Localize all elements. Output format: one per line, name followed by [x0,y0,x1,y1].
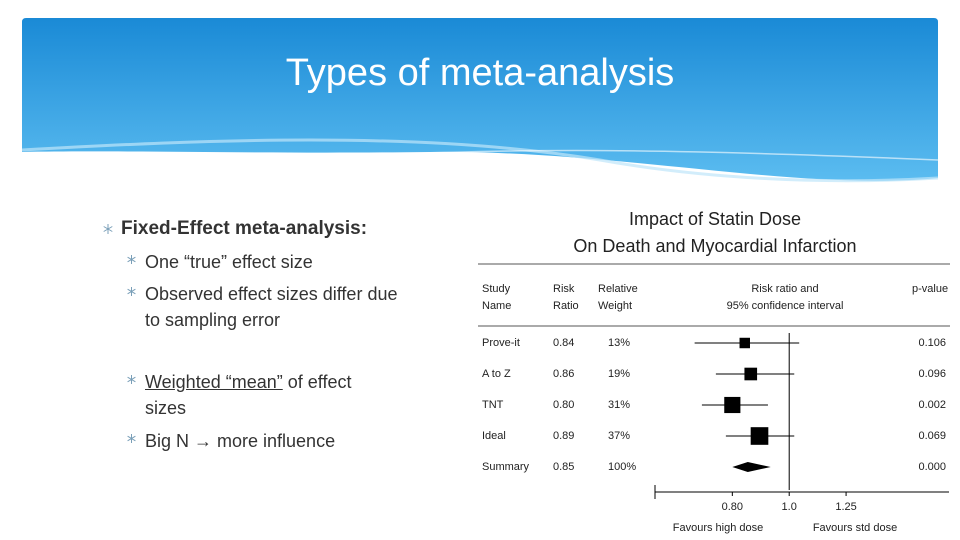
favours-label: Favours high dose [673,522,764,534]
p-value: 0.002 [918,399,946,411]
bullet: Fixed-Effect meta-analysis: [103,218,451,240]
bullet: Observed effect sizes differ due to samp… [127,281,415,333]
weight: 19% [608,368,630,380]
column-header: Weight [598,300,632,312]
column-header: Name [482,300,511,312]
risk-ratio: 0.85 [553,461,574,473]
bullet-text: Fixed-Effect meta-analysis: [121,218,368,239]
column-header: Study [482,283,511,295]
risk-ratio: 0.84 [553,337,574,349]
bullet-icon [127,375,136,384]
weight-box [739,337,750,349]
bullet-text: Weighted “mean” [145,372,283,392]
summary-diamond [732,462,771,472]
study-name: Prove-it [482,337,520,349]
p-value: 0.069 [918,430,946,442]
study-name: Summary [482,461,530,473]
p-value: 0.000 [918,461,946,473]
bullet-icon [127,287,136,296]
x-tick-label: 1.25 [835,501,856,513]
risk-ratio: 0.89 [553,430,574,442]
p-value: 0.096 [918,368,946,380]
bullet: Big N → more influence [127,428,415,454]
weight-box [750,427,769,445]
bullet-text: of effect sizes [145,372,352,418]
study-name: Ideal [482,430,506,442]
weight: 13% [608,337,630,349]
x-tick-label: 1.0 [782,501,797,513]
weight-box [724,396,741,414]
risk-ratio: 0.80 [553,399,574,411]
bullet-icon [127,434,136,443]
bullet: One “true” effect size [127,249,415,275]
column-header: 95% confidence interval [727,300,844,312]
favours-label: Favours std dose [813,522,897,534]
column-header: Relative [598,283,638,295]
p-value: 0.106 [918,337,946,349]
weight: 100% [608,461,636,473]
slide-title: Types of meta-analysis [285,52,675,94]
bullet-text: Observed effect sizes differ due to samp… [145,284,398,330]
column-header: Risk ratio and [751,283,818,295]
weight-box [744,367,758,381]
bullet-text: Big N → more influence [145,431,336,451]
title-banner [21,18,939,183]
column-header: Risk [553,283,575,295]
risk-ratio: 0.86 [553,368,574,380]
chart-title: Impact of Statin Dose [629,209,801,229]
study-name: TNT [482,399,504,411]
bullet-text: One “true” effect size [145,252,313,272]
weight: 31% [608,399,630,411]
column-header: Ratio [553,300,579,312]
column-header: p-value [912,283,948,295]
bullet: Weighted “mean” of effect sizes [127,369,365,421]
bullet-icon [103,224,113,234]
x-tick-label: 0.80 [722,501,743,513]
bullet-icon [127,255,136,264]
chart-subtitle: On Death and Myocardial Infarction [573,236,856,256]
study-name: A to Z [482,368,511,380]
weight: 37% [608,430,630,442]
